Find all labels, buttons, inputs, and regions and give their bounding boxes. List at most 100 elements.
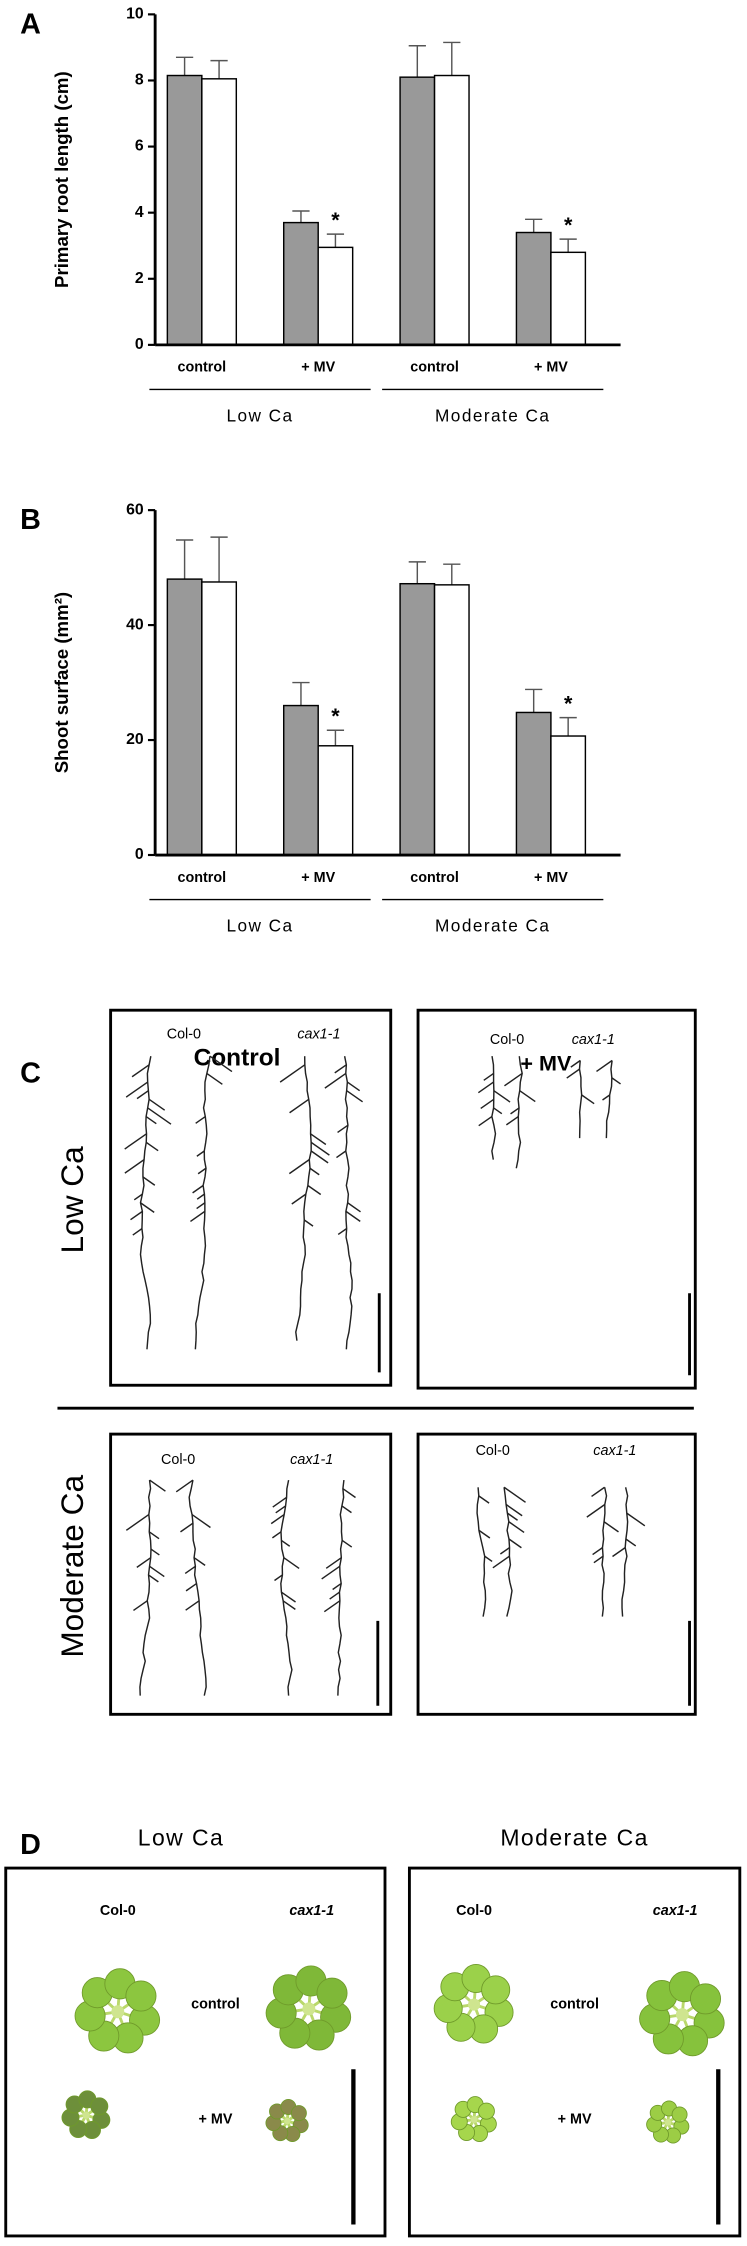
- root-branch: [499, 1547, 510, 1555]
- root-branch: [274, 1574, 283, 1582]
- root-branch: [196, 1202, 206, 1210]
- root-branch: [209, 1055, 233, 1073]
- bar: [399, 582, 436, 856]
- root-branch: [206, 1072, 223, 1085]
- genotype-labels: Col-0 cax1-1 Col-0 cax1-1 Col-0 cax1-1 C…: [161, 1026, 636, 1467]
- root-branch: [321, 1565, 341, 1580]
- root-branch: [184, 1565, 196, 1575]
- root-branch: [191, 1513, 211, 1529]
- root-branch: [130, 1210, 143, 1221]
- root-branch: [142, 1176, 156, 1186]
- column-label: Control: [194, 1045, 281, 1072]
- x-tick-label: + MV: [534, 360, 568, 376]
- leaf: [90, 2097, 109, 2116]
- root-branch: [484, 1555, 493, 1563]
- bar: [550, 735, 587, 856]
- genotype-label: cax1-1: [572, 1032, 615, 1048]
- root-branch: [310, 1133, 327, 1146]
- root-branch: [281, 1591, 296, 1603]
- genotype-label: Col-0: [100, 1903, 136, 1919]
- root-branch: [197, 1167, 207, 1175]
- bar: [550, 251, 587, 346]
- y-tick-label: 20: [126, 731, 144, 748]
- root-branch: [591, 1486, 606, 1498]
- image-frame: [416, 1432, 697, 1716]
- y-tick-label: 6: [135, 138, 144, 155]
- y-tick-label: 4: [135, 204, 144, 221]
- root: [476, 1487, 487, 1617]
- rosette-images: [61, 1963, 725, 2144]
- panel-d-frames: [4, 1866, 742, 2238]
- x-tick-label: control: [178, 870, 227, 886]
- root-branch: [149, 1479, 166, 1492]
- root: [491, 1056, 497, 1160]
- root-branch: [345, 1210, 361, 1222]
- y-tick-label: 0: [135, 846, 144, 863]
- root-branch: [140, 1202, 155, 1213]
- column-label: Low Ca: [138, 1824, 224, 1850]
- y-axis-label: Shoot surface (mm²): [51, 592, 72, 773]
- genotype-label: cax1-1: [297, 1026, 340, 1042]
- root-branch: [596, 1059, 613, 1073]
- root-branch: [347, 1202, 361, 1213]
- root-branch: [310, 1141, 330, 1156]
- root-branch: [341, 1539, 353, 1548]
- root-branch: [508, 1538, 522, 1549]
- genotype-label: cax1-1: [289, 1903, 334, 1919]
- genotype-label: Col-0: [167, 1026, 201, 1042]
- root-branch: [519, 1090, 536, 1103]
- root-branch: [602, 1094, 611, 1101]
- root-branch: [478, 1495, 490, 1504]
- root-branch: [581, 1094, 595, 1105]
- root-branch: [325, 1557, 342, 1569]
- root-branch: [136, 1557, 152, 1568]
- image-frame: [416, 1008, 697, 1390]
- column-label: Moderate Ca: [500, 1824, 649, 1850]
- root-branch: [190, 1210, 206, 1223]
- scale-bars: [376, 1293, 691, 1706]
- bar: [399, 76, 436, 346]
- root-branch: [612, 1547, 626, 1558]
- significance-mark: *: [331, 207, 340, 232]
- root-branch: [478, 1529, 491, 1539]
- genotype-label: cax1-1: [653, 1903, 698, 1919]
- rosette-center: [111, 2005, 125, 2019]
- root-branch: [303, 1219, 314, 1227]
- root-branch: [503, 1486, 526, 1503]
- bar: [201, 78, 238, 346]
- root-branch: [309, 1167, 320, 1176]
- root-branch: [289, 1098, 310, 1114]
- root-branch: [334, 1064, 347, 1074]
- bar: [282, 704, 319, 856]
- root-branch: [192, 1184, 204, 1194]
- root-branch: [148, 1531, 160, 1540]
- root: [188, 1479, 207, 1696]
- y-tick-label: 8: [135, 72, 144, 89]
- root-branch: [342, 1488, 356, 1499]
- root-branch: [478, 1115, 493, 1127]
- root-branch: [291, 1193, 307, 1205]
- bar: [201, 581, 238, 856]
- root-branch: [329, 1591, 340, 1600]
- row-label: Moderate Ca: [54, 1475, 90, 1658]
- root-branch: [332, 1582, 342, 1591]
- root-branch: [493, 1090, 511, 1103]
- root-branch: [282, 1600, 296, 1610]
- x-tick-label: + MV: [534, 870, 568, 886]
- bar: [433, 74, 470, 346]
- root: [503, 1487, 513, 1617]
- panel-label: C: [20, 1057, 41, 1089]
- root-branch: [185, 1582, 197, 1592]
- root-branch: [505, 1115, 519, 1126]
- x-tick-label: control: [410, 360, 459, 376]
- y-tick-label: 40: [126, 616, 144, 633]
- root-branch: [180, 1522, 194, 1533]
- root-branch: [145, 1115, 157, 1125]
- panel-c-frames: [57, 1008, 697, 1716]
- root-branch: [281, 1539, 291, 1547]
- root-branch: [592, 1547, 603, 1556]
- bar: [515, 711, 552, 856]
- root-branch: [148, 1574, 159, 1583]
- root-branch: [611, 1077, 621, 1085]
